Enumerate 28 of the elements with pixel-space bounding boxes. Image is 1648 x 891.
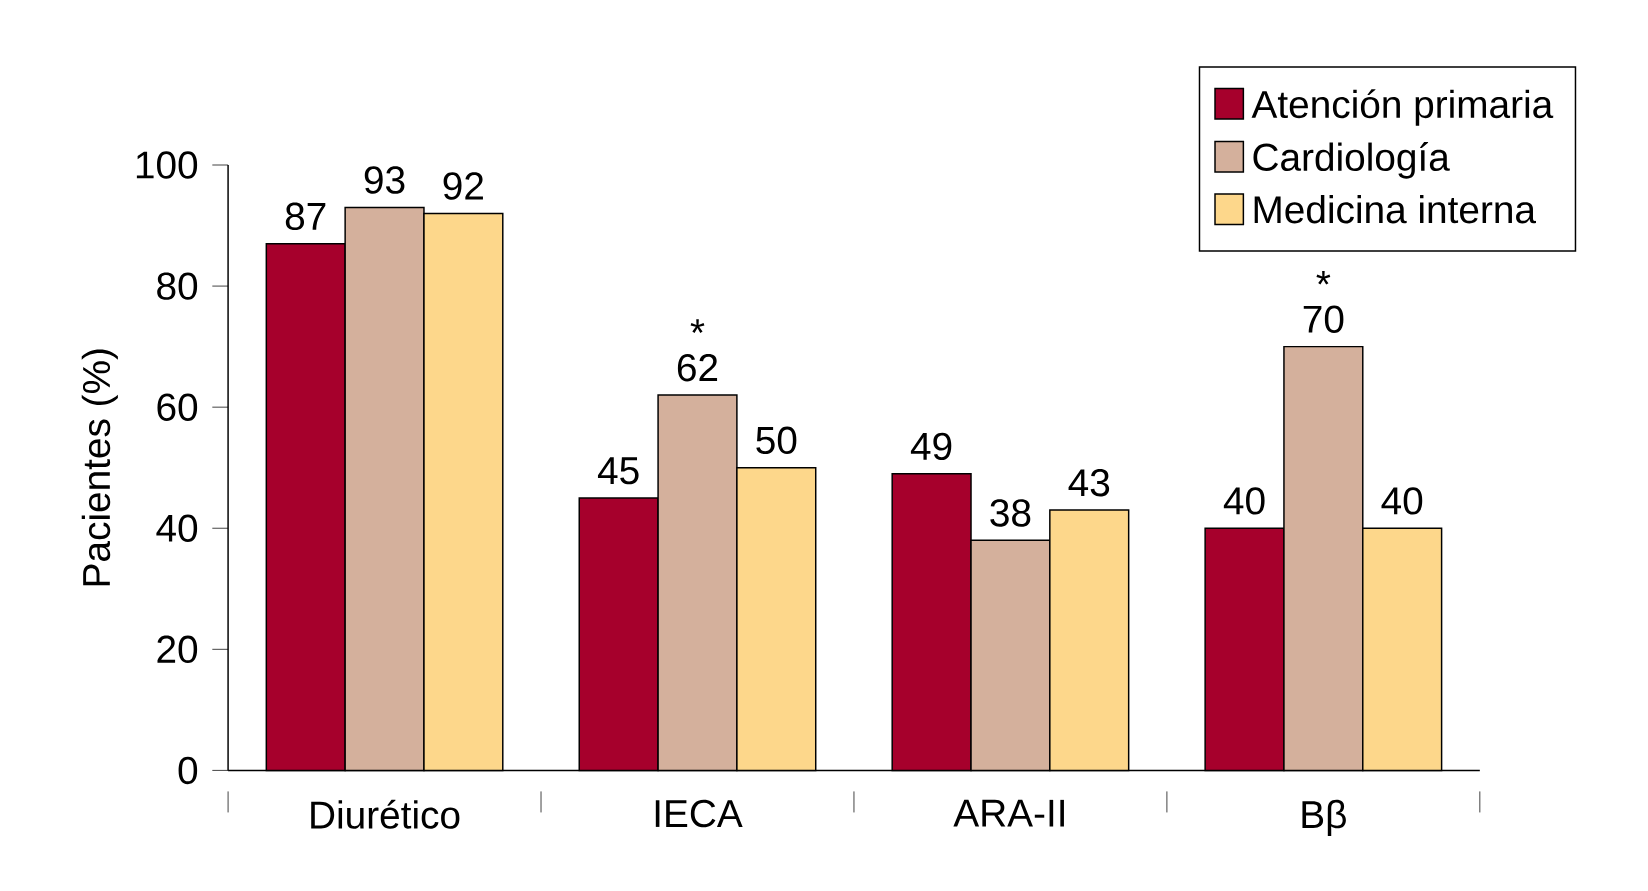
- y-tick-label: 40: [156, 514, 198, 542]
- y-tick-label: 80: [157, 272, 198, 300]
- annotation: *: [1316, 270, 1331, 285]
- legend-label: Cardiología: [1253, 141, 1450, 179]
- data-label: 45: [597, 457, 639, 485]
- x-tick-label: ARA-II: [953, 799, 1064, 827]
- data-label: 40: [1223, 487, 1265, 515]
- data-label: 70: [1303, 305, 1344, 333]
- y-tick-label: 100: [136, 151, 198, 179]
- data-label: 50: [756, 426, 797, 454]
- data-label: 43: [1068, 468, 1110, 497]
- data-label: 38: [990, 499, 1031, 527]
- annotation: *: [690, 319, 705, 333]
- data-label: 87: [285, 202, 326, 230]
- data-label: 62: [677, 353, 718, 382]
- data-label: 92: [443, 172, 483, 200]
- y-axis-title: Pacientes (%): [81, 349, 118, 586]
- y-tick-label: 60: [157, 393, 198, 421]
- data-label: 40: [1381, 487, 1423, 515]
- y-tick-label: 20: [157, 635, 198, 663]
- legend-label: Atención primaria: [1251, 89, 1554, 126]
- x-tick-label: Bβ: [1302, 799, 1346, 836]
- legend-label: Medicina interna: [1254, 194, 1536, 224]
- data-label: 49: [910, 432, 952, 460]
- x-tick-label: Diurético: [311, 799, 460, 829]
- data-label: 93: [364, 166, 405, 194]
- x-tick-label: IECA: [655, 799, 743, 828]
- y-tick-label: 0: [178, 756, 198, 785]
